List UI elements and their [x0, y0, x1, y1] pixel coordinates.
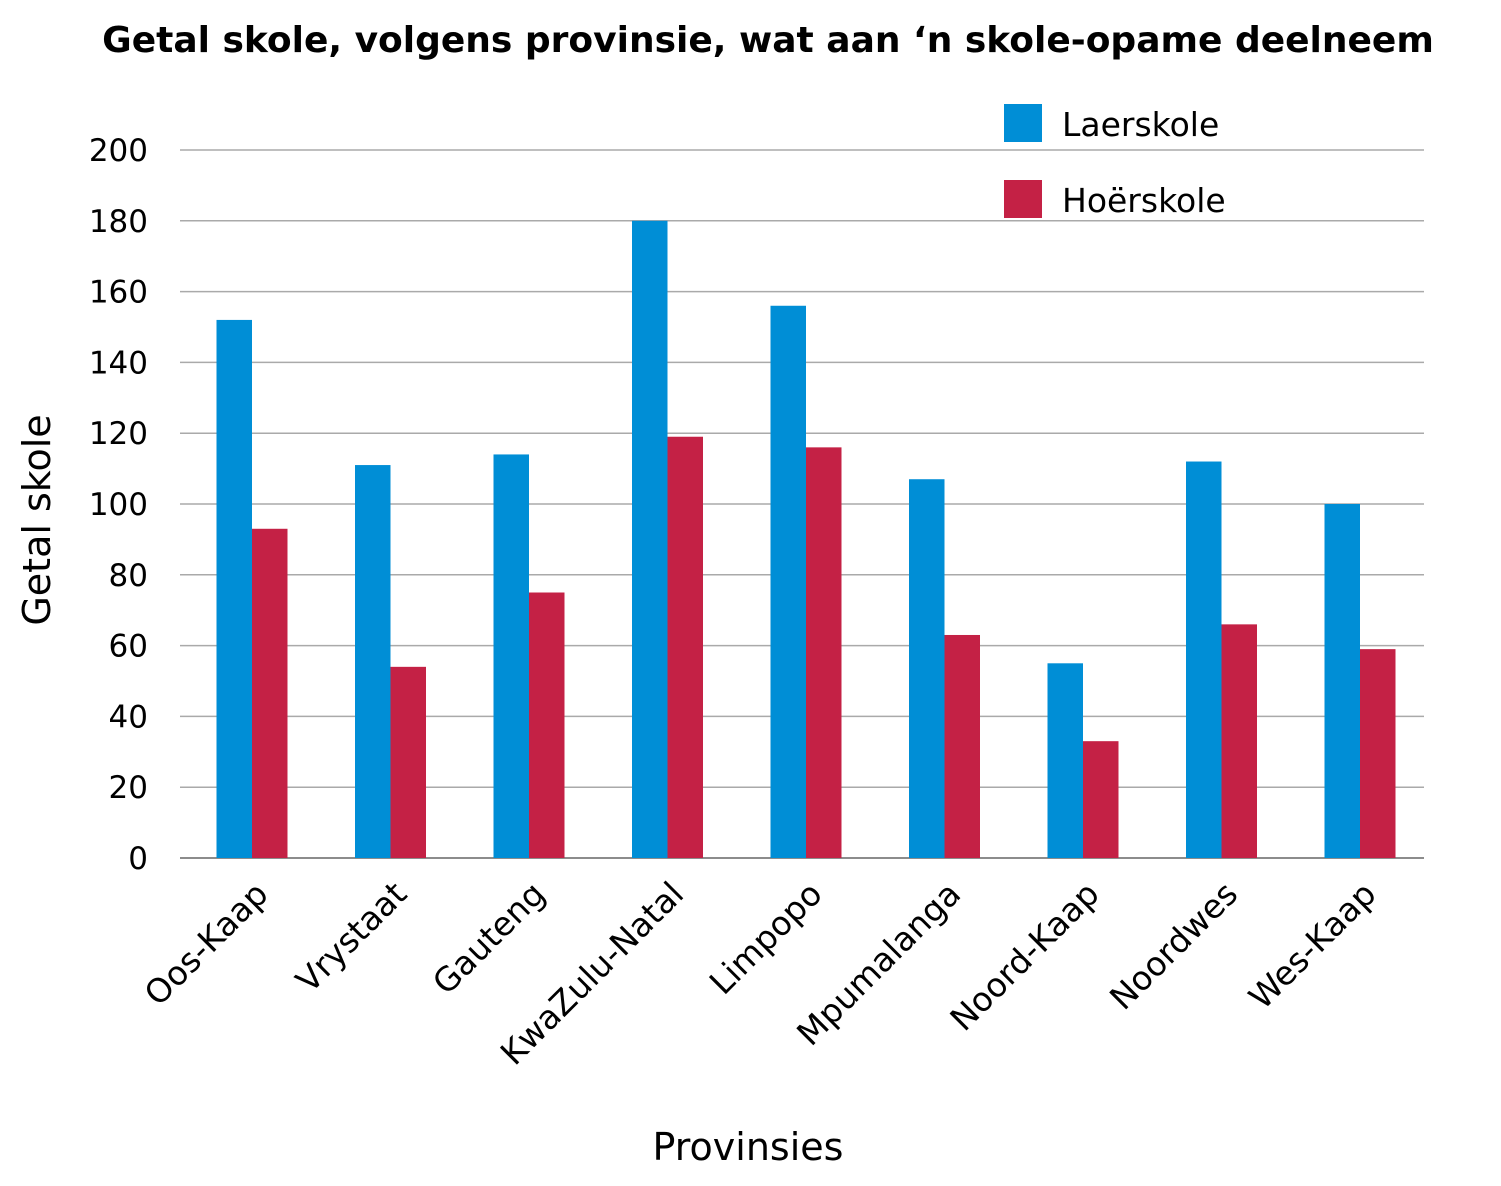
bar-laerskole-noordwes — [1186, 461, 1222, 858]
y-tick-label: 180 — [89, 204, 148, 240]
bar-ho-rskole-noord-kaap — [1083, 741, 1119, 858]
x-tick-label: Vrystaat — [288, 874, 414, 1000]
bar-ho-rskole-limpopo — [806, 447, 842, 858]
y-tick-label: 160 — [89, 275, 148, 311]
x-axis-title: Provinsies — [653, 1125, 844, 1169]
y-tick-label: 80 — [109, 558, 148, 594]
bar-laerskole-gauteng — [493, 454, 529, 858]
bar-laerskole-mpumalanga — [909, 479, 945, 858]
bar-ho-rskole-mpumalanga — [944, 634, 980, 858]
x-tick-label: Noord-Kaap — [942, 874, 1106, 1038]
y-tick-label: 200 — [89, 133, 148, 169]
y-axis-ticks: 0 20 40 60 80 100 120 140 160 180 200 — [89, 133, 148, 877]
bar-ho-rskole-vrystaat — [390, 666, 426, 858]
legend-swatch — [1004, 104, 1042, 142]
x-tick-label: Oos-Kaap — [137, 874, 276, 1013]
legend-label: Laerskole — [1062, 105, 1219, 144]
x-tick-label: Limpopo — [702, 874, 830, 1002]
bar-laerskole-kwazulu-natal — [632, 220, 668, 859]
bar-laerskole-vrystaat — [355, 465, 391, 858]
bar-laerskole-noord-kaap — [1047, 663, 1083, 858]
bar-laerskole-limpopo — [770, 305, 806, 858]
bar-ho-rskole-wes-kaap — [1360, 649, 1396, 858]
chart-title: Getal skole, volgens provinsie, wat aan … — [102, 20, 1434, 61]
y-axis-title: Getal skole — [15, 414, 59, 625]
bar-ho-rskole-kwazulu-natal — [667, 436, 703, 858]
y-tick-label: 40 — [109, 699, 148, 735]
bar-ho-rskole-oos-kaap — [252, 528, 288, 858]
legend: Laerskole Hoërskole — [1004, 104, 1226, 220]
y-tick-label: 0 — [128, 841, 148, 877]
y-tick-label: 20 — [109, 770, 148, 806]
bar-ho-rskole-gauteng — [529, 592, 565, 858]
x-tick-label: Wes-Kaap — [1241, 874, 1384, 1017]
legend-label: Hoërskole — [1062, 181, 1226, 220]
bars — [216, 220, 1396, 859]
y-tick-label: 120 — [89, 416, 148, 452]
bar-laerskole-oos-kaap — [216, 319, 252, 858]
legend-swatch — [1004, 180, 1042, 218]
x-tick-label: Noordwes — [1102, 874, 1245, 1017]
y-tick-label: 60 — [109, 629, 148, 665]
bar-laerskole-wes-kaap — [1324, 504, 1360, 858]
x-tick-label: Gauteng — [425, 874, 553, 1002]
y-tick-label: 100 — [89, 487, 148, 523]
y-tick-label: 140 — [89, 345, 148, 381]
bar-ho-rskole-noordwes — [1221, 624, 1257, 858]
